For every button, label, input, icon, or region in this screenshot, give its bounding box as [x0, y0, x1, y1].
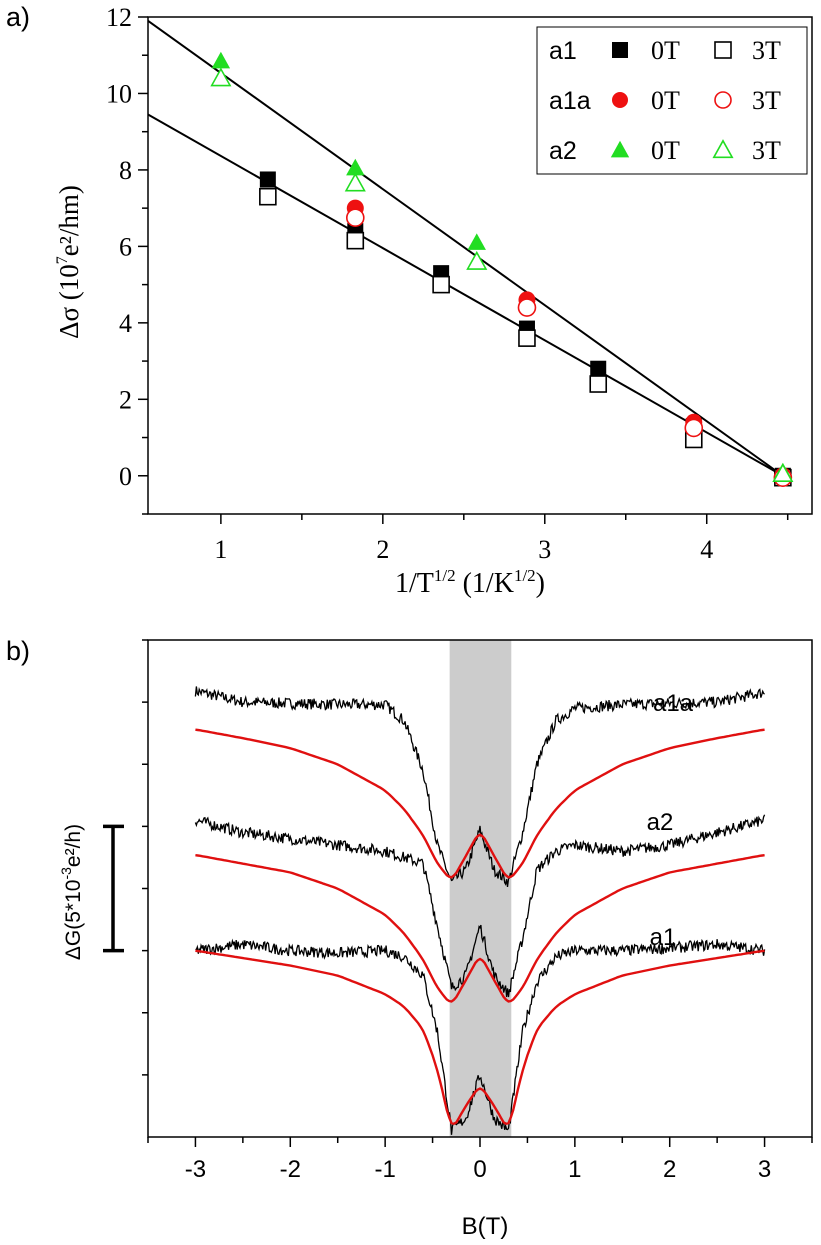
legend-label-open: 3T	[752, 136, 781, 165]
data-point-square	[259, 187, 277, 206]
fit-curve-a1	[195, 949, 765, 1125]
curve-label: a1	[650, 924, 677, 951]
legend-frame	[536, 26, 808, 175]
panel-a-markers	[210, 51, 794, 487]
legend-marker-filled	[612, 92, 628, 108]
x-tick-label: 0	[473, 1156, 486, 1183]
y-tick-label: 8	[119, 156, 132, 185]
legend-label-open: 3T	[752, 86, 781, 115]
data-point-triangle	[344, 172, 366, 192]
legend-marker-filled	[612, 42, 628, 58]
legend-marker-open	[714, 91, 732, 109]
data-point-square	[590, 360, 607, 377]
legend-rows: a1 0T 3T a1a 0T 3T a2 0T 3T	[549, 36, 781, 165]
y-tick-label: 10	[106, 79, 132, 108]
panel-b-curves: a1a a2 a1	[194, 686, 766, 1135]
panel-a-fit-lines	[147, 20, 784, 477]
scale-bar	[103, 824, 124, 953]
fit-line	[147, 113, 784, 477]
data-point-triangle	[466, 250, 488, 270]
data-point-triangle	[210, 67, 232, 87]
x-tick-label: 3	[538, 535, 551, 564]
legend-label-open: 3T	[752, 36, 781, 65]
panel-a-label: a)	[6, 2, 30, 32]
data-point-square	[589, 375, 608, 393]
data-trace-a1	[195, 938, 766, 1135]
panel-b-ylabel: ΔG(5*10-3e²/h)	[58, 824, 85, 960]
data-point-square	[346, 231, 365, 250]
data-point-square	[518, 329, 536, 347]
x-tick-label: -2	[280, 1156, 301, 1183]
legend-sample-label: a1	[549, 37, 577, 65]
data-point-circle	[345, 208, 365, 228]
shaded-band	[449, 640, 512, 1137]
panel-b-ticks: -3 -2 -1 0 1 2 3	[142, 639, 813, 1183]
x-tick-label: -3	[185, 1156, 206, 1183]
curve-label: a1a	[653, 690, 694, 717]
panel-a-ylabel: Δσ (107e²/hm)	[54, 185, 84, 339]
x-tick-label: 2	[663, 1156, 676, 1183]
legend-label-filled: 0T	[651, 86, 680, 115]
data-point-triangle	[346, 158, 365, 176]
data-trace-a1a	[194, 686, 766, 887]
legend-marker-filled	[610, 140, 630, 158]
data-point-triangle	[772, 463, 794, 483]
panel-a-xlabel: 1/T1/2 (1/K1/2)	[395, 566, 545, 599]
fit-curve-a1a	[195, 728, 765, 879]
x-tick-label: 1	[214, 535, 227, 564]
y-tick-label: 6	[119, 232, 132, 261]
panel-b-label: b)	[6, 636, 30, 666]
y-tick-label: 2	[119, 385, 132, 414]
data-point-circle	[517, 298, 537, 317]
legend-label-filled: 0T	[651, 36, 680, 65]
y-tick-label: 0	[119, 462, 132, 491]
fit-curve-a2	[195, 854, 765, 1003]
x-tick-label: 4	[700, 535, 713, 564]
legend-sample-label: a1a	[549, 87, 591, 115]
y-tick-label: 4	[119, 309, 132, 338]
legend-marker-open	[714, 41, 732, 59]
legend-label-filled: 0T	[651, 136, 680, 165]
x-tick-label: 2	[376, 535, 389, 564]
data-point-circle	[684, 418, 704, 438]
y-tick-label: 12	[106, 3, 132, 32]
x-tick-label: 1	[568, 1156, 581, 1183]
curve-label: a2	[647, 809, 674, 836]
data-point-triangle	[211, 51, 231, 69]
x-tick-label: 3	[758, 1156, 771, 1183]
panel-b-chart: -3 -2 -1 0 1 2 3 a1a a2 a1 B(T) ΔG(5*10-3e²/h)	[58, 639, 813, 1240]
data-trace-a2	[194, 814, 766, 998]
data-point-square	[259, 171, 276, 188]
legend-marker-open	[712, 139, 734, 159]
x-tick-label: -1	[374, 1156, 395, 1183]
panel-b-xlabel: B(T)	[462, 1213, 509, 1240]
fit-line	[147, 20, 784, 477]
data-point-triangle	[467, 233, 486, 250]
panel-a-frame	[147, 16, 813, 515]
panel-a-legend: a1 0T 3T a1a 0T 3T a2 0T 3T	[536, 26, 808, 175]
legend-sample-label: a2	[549, 137, 577, 165]
data-point-square	[432, 275, 450, 294]
